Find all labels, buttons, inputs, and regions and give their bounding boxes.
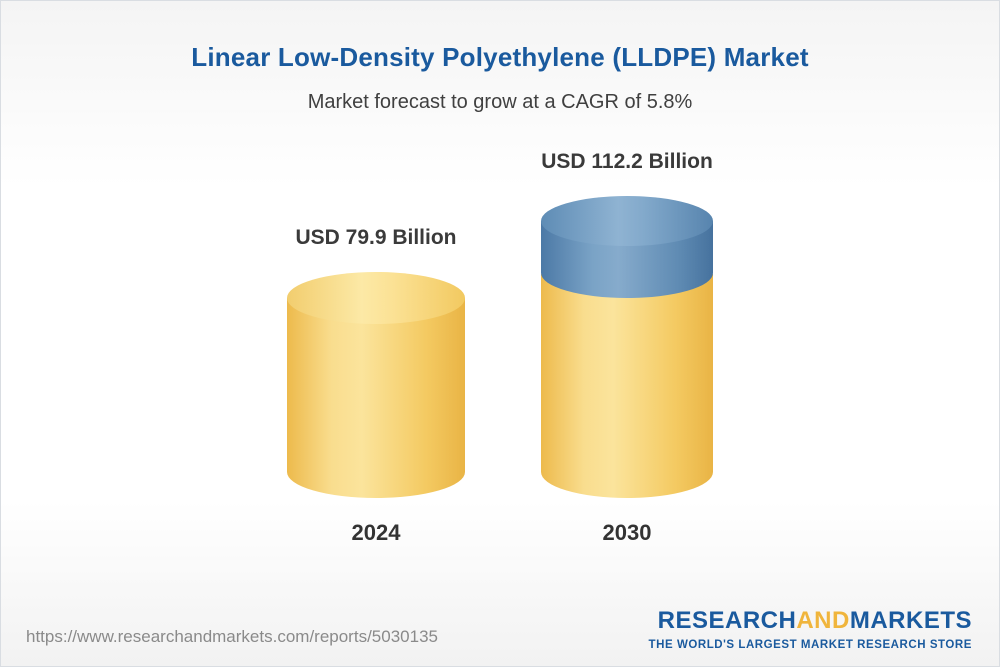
cylinder-bar-2024 — [287, 272, 465, 498]
logo-word-and: AND — [796, 607, 850, 634]
cylinder-body-base-segment — [287, 298, 465, 498]
logo-tagline: THE WORLD'S LARGEST MARKET RESEARCH STOR… — [648, 639, 972, 651]
report-url: https://www.researchandmarkets.com/repor… — [26, 627, 438, 646]
value-label-2024: USD 79.9 Billion — [295, 226, 457, 249]
cylinder-bar-2030 — [541, 196, 713, 498]
category-label-2024: 2024 — [351, 520, 401, 545]
chart-header: Linear Low-Density Polyethylene (LLDPE) … — [0, 0, 1000, 114]
cylinder-body-base-segment — [541, 274, 713, 498]
value-label-2030: USD 112.2 Billion — [541, 150, 713, 173]
cylinder-top-ellipse — [287, 272, 465, 324]
page-title: Linear Low-Density Polyethylene (LLDPE) … — [191, 42, 809, 72]
logo-word-markets: MARKETS — [849, 607, 972, 634]
bar-column-2030: USD 112.2 Billion 2030 — [541, 150, 713, 546]
category-label-2030: 2030 — [602, 520, 652, 545]
footer: https://www.researchandmarkets.com/repor… — [0, 603, 1000, 667]
research-and-markets-logo: RESEARCHANDMARKETS THE WORLD'S LARGEST M… — [649, 607, 972, 651]
logo-wordmark: RESEARCHANDMARKETS — [649, 607, 972, 635]
cylinder-bar-chart: USD 79.9 Billion 2024 USD 112.2 Billion … — [0, 150, 1000, 546]
cylinder-top-ellipse — [541, 196, 713, 246]
logo-word-research: RESEARCH — [657, 607, 797, 634]
bar-column-2024: USD 79.9 Billion 2024 — [287, 226, 465, 546]
page-subtitle: Market forecast to grow at a CAGR of 5.8… — [307, 91, 693, 113]
cylinder-growth-segment — [541, 196, 713, 298]
